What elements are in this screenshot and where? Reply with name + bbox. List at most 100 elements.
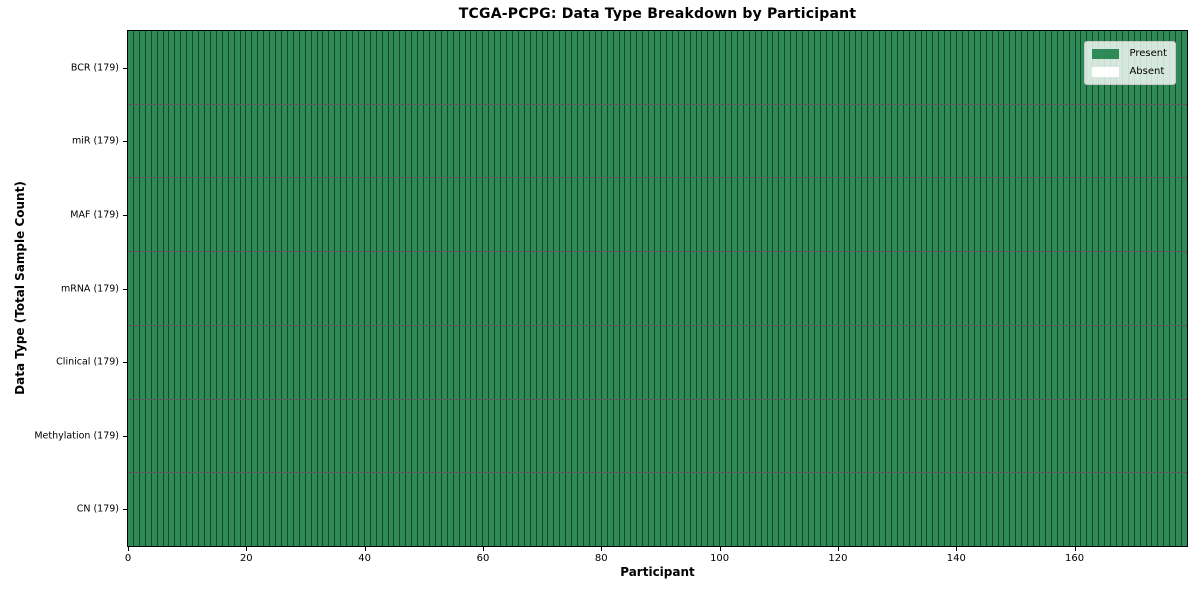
heatmap-cell (287, 31, 294, 104)
heatmap-cell (311, 252, 318, 325)
heatmap-cell (1069, 31, 1076, 104)
heatmap-cell (868, 325, 875, 399)
heatmap-cell (1140, 178, 1147, 252)
heatmap-cell (1028, 325, 1035, 399)
heatmap-cell (204, 399, 211, 473)
heatmap-cell (957, 473, 963, 547)
heatmap-cell (447, 178, 454, 252)
heatmap-cell (874, 31, 881, 104)
heatmap-cell (737, 252, 744, 325)
heatmap-cell (743, 399, 750, 473)
heatmap-cell (234, 31, 241, 104)
heatmap-cell (761, 473, 768, 547)
heatmap-cell (1099, 252, 1106, 325)
heatmap-cell (430, 104, 436, 178)
y-tick-label: Methylation (179) (34, 430, 119, 442)
heatmap-cell (886, 473, 892, 547)
heatmap-cell (489, 325, 496, 399)
heatmap-cell (406, 252, 413, 325)
heatmap-cell (258, 325, 265, 399)
heatmap-cell (773, 178, 780, 252)
heatmap-cell (625, 325, 632, 399)
heatmap-cell (1004, 31, 1011, 104)
heatmap-cell (240, 31, 247, 104)
heatmap-cell (1034, 31, 1040, 104)
heatmap-cell (832, 325, 839, 399)
heatmap-cell (844, 104, 851, 178)
heatmap-cell (252, 325, 259, 399)
heatmap-cell (933, 178, 940, 252)
heatmap-cell (660, 252, 667, 325)
heatmap-cell (459, 473, 466, 547)
heatmap-cell (897, 104, 904, 178)
heatmap-cell (287, 473, 294, 547)
heatmap-cell (133, 31, 140, 104)
heatmap-cell (465, 178, 472, 252)
heatmap-cell (909, 473, 916, 547)
heatmap-cell (133, 325, 140, 399)
heatmap-cell (666, 178, 673, 252)
heatmap-cell (465, 473, 472, 547)
heatmap-cell (951, 31, 958, 104)
heatmap-cell (382, 31, 389, 104)
heatmap-cell (1022, 252, 1029, 325)
heatmap-cell (696, 31, 703, 104)
heatmap-cell (820, 325, 827, 399)
heatmap-cell (246, 473, 253, 547)
x-tick-mark (482, 547, 484, 551)
heatmap-cell (240, 399, 247, 473)
heatmap-cell (572, 252, 579, 325)
heatmap-cell (767, 178, 774, 252)
heatmap-cell (388, 178, 395, 252)
heatmap-cell (128, 178, 134, 252)
heatmap-cell (133, 104, 140, 178)
heatmap-cell (655, 325, 661, 399)
heatmap-cell (400, 399, 407, 473)
heatmap-cell (1158, 104, 1165, 178)
heatmap-cell (512, 473, 519, 547)
heatmap-cell (1111, 178, 1117, 252)
heatmap-cell (1134, 325, 1141, 399)
heatmap-cell (358, 178, 365, 252)
heatmap-cell (329, 473, 336, 547)
heatmap-cell (909, 399, 916, 473)
heatmap-cell (370, 252, 377, 325)
heatmap-cell (1182, 473, 1188, 547)
heatmap-cell (655, 104, 661, 178)
heatmap-cell (1087, 399, 1094, 473)
heatmap-cell (566, 399, 573, 473)
heatmap-cell (631, 178, 638, 252)
heatmap-cell (501, 104, 507, 178)
heatmap-cell (767, 31, 774, 104)
heatmap-cell (732, 104, 738, 178)
heatmap-cell (732, 31, 738, 104)
heatmap-cell (986, 31, 993, 104)
heatmap-cell (187, 325, 194, 399)
heatmap-cell (329, 399, 336, 473)
heatmap-cell (1057, 399, 1064, 473)
heatmap-cell (749, 31, 756, 104)
heatmap-cell (1081, 325, 1088, 399)
heatmap-cell (453, 325, 460, 399)
heatmap-cell (323, 325, 330, 399)
heatmap-cell (945, 473, 952, 547)
heatmap-cell (216, 473, 223, 547)
heatmap-cell (199, 399, 205, 473)
heatmap-cell (1146, 178, 1153, 252)
heatmap-cell (737, 178, 744, 252)
heatmap-cell (566, 178, 573, 252)
heatmap-cell (631, 104, 638, 178)
heatmap-cell (459, 399, 466, 473)
heatmap-cell (619, 325, 626, 399)
heatmap-cell (1075, 473, 1082, 547)
heatmap-cell (258, 104, 265, 178)
heatmap-cell (578, 104, 584, 178)
heatmap-cell (1051, 473, 1058, 547)
heatmap-cell (814, 399, 821, 473)
heatmap-cell (335, 31, 342, 104)
heatmap-cell (530, 252, 537, 325)
heatmap-cell (181, 104, 188, 178)
heatmap-cell (678, 399, 685, 473)
heatmap-cell (542, 104, 549, 178)
